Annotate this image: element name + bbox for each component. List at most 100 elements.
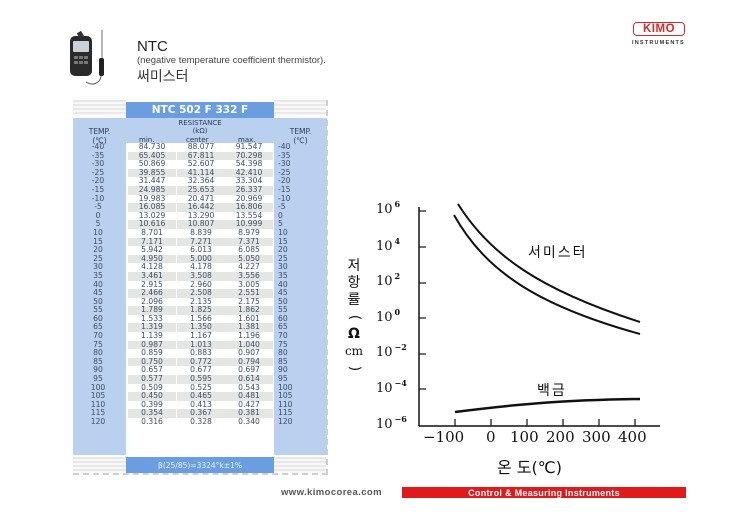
- row-max: 0.381: [225, 409, 273, 418]
- row-temp-right: 20: [278, 245, 288, 255]
- row-min: 84.730: [128, 142, 176, 152]
- row-temp-left: 85: [93, 356, 103, 366]
- row-min: 4.950: [128, 254, 176, 264]
- row-center: 0.465: [177, 392, 225, 401]
- row-temp-right: 50: [278, 296, 288, 306]
- row-temp-left: -15: [91, 184, 105, 194]
- row-center: 1.566: [177, 314, 225, 324]
- footer-banner: Control & Measuring Instruments: [402, 487, 686, 498]
- table-row: 65 1.319 1.350 1.381 65: [73, 322, 328, 333]
- row-center: 52.607: [177, 160, 225, 169]
- table-row: 115 0.354 0.367 0.381 115: [73, 409, 328, 418]
- row-center: 7.271: [177, 237, 225, 247]
- row-temp-left: 45: [93, 288, 103, 298]
- row-max: 7.371: [225, 237, 273, 247]
- row-max: 3.556: [225, 271, 273, 281]
- table-row: 20 5.942 6.013 6.085 20: [73, 246, 328, 255]
- col-min-header: min.: [139, 136, 155, 144]
- row-min: 0.750: [128, 357, 176, 367]
- row-max: 0.697: [225, 366, 273, 376]
- row-min: 2.466: [128, 288, 176, 298]
- table-row: 5 10.616 10.807 10.999 5: [73, 220, 328, 229]
- row-min: 39.855: [128, 168, 176, 178]
- row-temp-right: 70: [278, 331, 288, 341]
- table-row: 85 0.750 0.772 0.794 85: [73, 356, 328, 367]
- row-center: 5.000: [177, 254, 225, 264]
- table-row: 70 1.139 1.167 1.196 70: [73, 331, 328, 341]
- row-center: 13.290: [177, 211, 225, 221]
- row-max: 91.547: [225, 142, 273, 152]
- y-tick-1e0: 10 0: [376, 307, 401, 325]
- row-temp-left: 10: [93, 227, 103, 237]
- y-tick-1e2: 10 2: [376, 271, 401, 289]
- row-temp-right: 25: [278, 253, 288, 263]
- table-row: 10 8.701 8.839 8.979 10: [73, 227, 328, 238]
- resistivity-chart: 10 6 10 4 10 2 10 0 10 −2 10 −4 10 −6 −100 0 10…: [340, 190, 670, 480]
- table-row: -15 24.985 25.653 26.337 -15: [73, 184, 328, 195]
- row-temp-right: 10: [278, 227, 288, 237]
- x-tick-400: 400: [618, 428, 647, 446]
- row-max: 20.969: [225, 194, 273, 204]
- row-min: 0.399: [128, 400, 176, 410]
- page-subtitle: (negative temperature coefficient thermi…: [137, 55, 326, 66]
- row-min: 2.096: [128, 297, 176, 307]
- y-tick-1e-4: 10 −4: [376, 378, 407, 396]
- row-temp-right: 65: [278, 322, 288, 332]
- row-center: 20.471: [177, 194, 225, 204]
- row-center: 0.328: [177, 417, 225, 427]
- row-min: 0.657: [128, 366, 176, 376]
- row-center: 41.114: [177, 168, 225, 178]
- row-max: 13.554: [225, 211, 273, 221]
- row-temp-left: -25: [91, 167, 105, 177]
- table-row: -25 39.855 41.114 42.410 -25: [73, 167, 328, 178]
- row-temp-left: 40: [93, 279, 103, 289]
- row-center: 16.442: [177, 203, 225, 212]
- table-row: 50 2.096 2.135 2.175 50: [73, 296, 328, 307]
- row-max: 1.381: [225, 323, 273, 333]
- footer-url-link[interactable]: www.kimocorea.com: [281, 487, 382, 498]
- row-max: 0.427: [225, 400, 273, 410]
- row-max: 33.304: [225, 177, 273, 186]
- table-row: 60 1.533 1.566 1.601 60: [73, 314, 328, 324]
- row-center: 10.807: [177, 220, 225, 229]
- row-temp-right: -30: [278, 159, 291, 169]
- thermistor-series-label: 서미스터: [528, 245, 588, 261]
- table-title: NTC 502 F 332 F: [126, 102, 274, 118]
- row-temp-left: 105: [90, 391, 106, 401]
- beta-coefficient: β(25/85)=3324°k±1%: [126, 457, 274, 473]
- row-temp-right: -35: [278, 150, 291, 160]
- x-tick-200: 200: [546, 428, 575, 446]
- col-center-header: center: [186, 136, 209, 144]
- row-min: 2.915: [128, 280, 176, 290]
- row-center: 0.883: [177, 349, 225, 358]
- table-row: -5 16.085 16.442 16.806 -5: [73, 203, 328, 212]
- row-temp-right: 30: [278, 262, 288, 272]
- row-min: 0.509: [128, 383, 176, 393]
- row-center: 0.413: [177, 400, 225, 410]
- row-max: 1.601: [225, 314, 273, 324]
- row-temp-right: 95: [278, 374, 288, 384]
- row-center: 2.508: [177, 288, 225, 298]
- row-temp-right: 35: [278, 270, 288, 280]
- row-temp-right: -5: [278, 202, 286, 212]
- y-tick-1e4: 10 4: [376, 236, 401, 254]
- row-temp-left: 90: [93, 365, 103, 375]
- row-temp-right: 90: [278, 365, 288, 375]
- y-tick-1e6: 10 6: [376, 199, 401, 217]
- row-min: 50.869: [128, 160, 176, 169]
- row-max: 5.050: [225, 254, 273, 264]
- row-temp-left: 30: [93, 262, 103, 272]
- x-tick-300: 300: [582, 428, 611, 446]
- row-temp-left: 75: [93, 339, 103, 349]
- row-temp-right: 85: [278, 356, 288, 366]
- row-temp-left: 100: [90, 382, 106, 392]
- row-temp-right: 15: [278, 236, 288, 246]
- table-row: -35 65.405 67.811 70.298 -35: [73, 150, 328, 161]
- row-temp-left: -30: [91, 159, 105, 169]
- row-center: 1.013: [177, 340, 225, 350]
- row-center: 2.135: [177, 297, 225, 307]
- temp-header-right: TEMP. (℃): [289, 127, 312, 145]
- y-axis-label: 저 항 률 ( Ω cm ): [344, 258, 364, 372]
- row-temp-right: 105: [278, 391, 293, 401]
- row-min: 65.405: [128, 151, 176, 161]
